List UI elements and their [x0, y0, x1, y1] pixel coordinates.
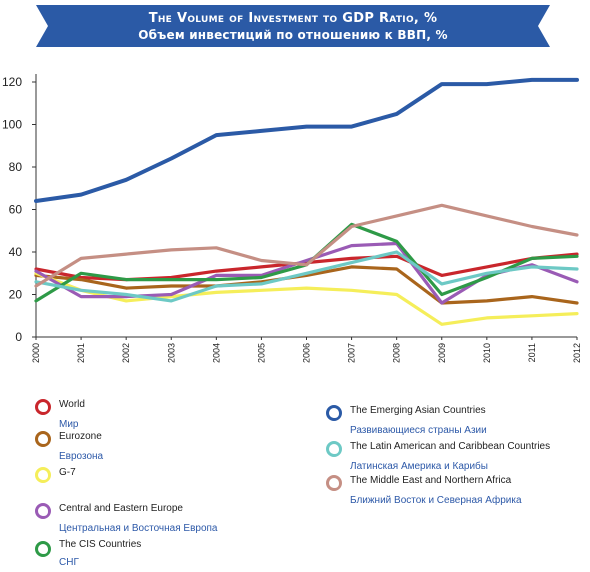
legend-label-cee-ru: Центральная и Восточная Европа	[59, 523, 218, 534]
title-banner: The Volume of Investment to GDP Ratio, %…	[36, 5, 550, 47]
x-tick-label: 2005	[256, 343, 266, 363]
legend-marker-eurozone	[35, 431, 51, 447]
legend-label-mena: The Middle East and Northern Africa	[350, 475, 512, 486]
legend-marker-g7	[35, 467, 51, 483]
y-tick-label: 120	[2, 75, 22, 89]
x-tick-label: 2000	[31, 343, 41, 363]
x-tick-label: 2002	[121, 343, 131, 363]
chart-title-ru: Объем инвестиций по отношению к ВВП, %	[138, 28, 448, 42]
x-tick-label: 2012	[572, 343, 582, 363]
legend-label-cis-ru: СНГ	[59, 557, 79, 568]
legend-label-cee: Central and Eastern Europe	[59, 503, 183, 514]
chart-title-en: The Volume of Investment to GDP Ratio, %	[148, 11, 438, 26]
y-tick-label: 80	[9, 160, 23, 174]
legend-label-mena-ru: Ближний Восток и Северная Африка	[350, 495, 522, 506]
line-chart: 2000 2001 2002 2003 2004 2005 2006 2007 2008 2009…	[2, 74, 582, 363]
legend-label-eurozone: Eurozone	[59, 431, 102, 442]
legend-label-g7: G-7	[59, 467, 76, 478]
legend-marker-mena	[326, 475, 342, 491]
legend-marker-world	[35, 399, 51, 415]
legend-label-emerging-asia-ru: Развивающиеся страны Азии	[350, 425, 487, 436]
y-tick-label: 0	[15, 330, 22, 344]
y-tick-label: 40	[9, 245, 23, 259]
legend-marker-latin-america	[326, 441, 342, 457]
x-tick-label: 2007	[347, 343, 357, 363]
x-tick-label: 2008	[392, 343, 402, 363]
title-banner-shape	[36, 5, 550, 47]
x-tick-label: 2010	[482, 343, 492, 363]
x-tick-label: 2004	[211, 343, 221, 363]
legend-label-world: World	[59, 399, 85, 410]
legend-marker-cee	[35, 503, 51, 519]
series-line-central-and-eastern-europe	[34, 241, 579, 305]
x-tick-label: 2006	[302, 343, 312, 363]
legend-label-latin-america-ru: Латинская Америка и Карибы	[350, 461, 488, 472]
series-line-the-emerging-asian-countries	[34, 77, 579, 203]
legend-label-eurozone-ru: Еврозона	[59, 451, 104, 462]
legend-label-latin-america: The Latin American and Caribbean Countri…	[350, 441, 551, 452]
y-tick-labels: 0 20 40 60 80 100 120	[2, 75, 22, 344]
legend-marker-cis	[35, 541, 51, 557]
legend-label-cis: The CIS Countries	[59, 539, 142, 550]
series-lines	[34, 77, 579, 326]
series-line-eurozone	[34, 265, 579, 305]
axes-group	[32, 74, 578, 340]
legend-label-emerging-asia: The Emerging Asian Countries	[350, 405, 486, 416]
y-tick-label: 60	[9, 203, 23, 217]
x-tick-label: 2011	[527, 343, 537, 362]
y-tick-label: 100	[2, 118, 22, 132]
series-line-the-middle-east-and-northern-africa	[34, 203, 579, 288]
x-tick-label: 2001	[76, 343, 86, 363]
x-tick-label: 2009	[437, 343, 447, 363]
x-tick-labels: 2000 2001 2002 2003 2004 2005 2006 2007 2008 2009…	[31, 343, 582, 363]
y-tick-label: 20	[9, 288, 23, 302]
series-line-the-latin-american-and-caribbean-countries	[34, 250, 579, 303]
series-line-g-7	[34, 271, 579, 326]
x-tick-label: 2003	[166, 343, 176, 363]
legend-label-world-ru: Мир	[59, 419, 79, 430]
legend-marker-emerging-asia	[326, 405, 342, 421]
